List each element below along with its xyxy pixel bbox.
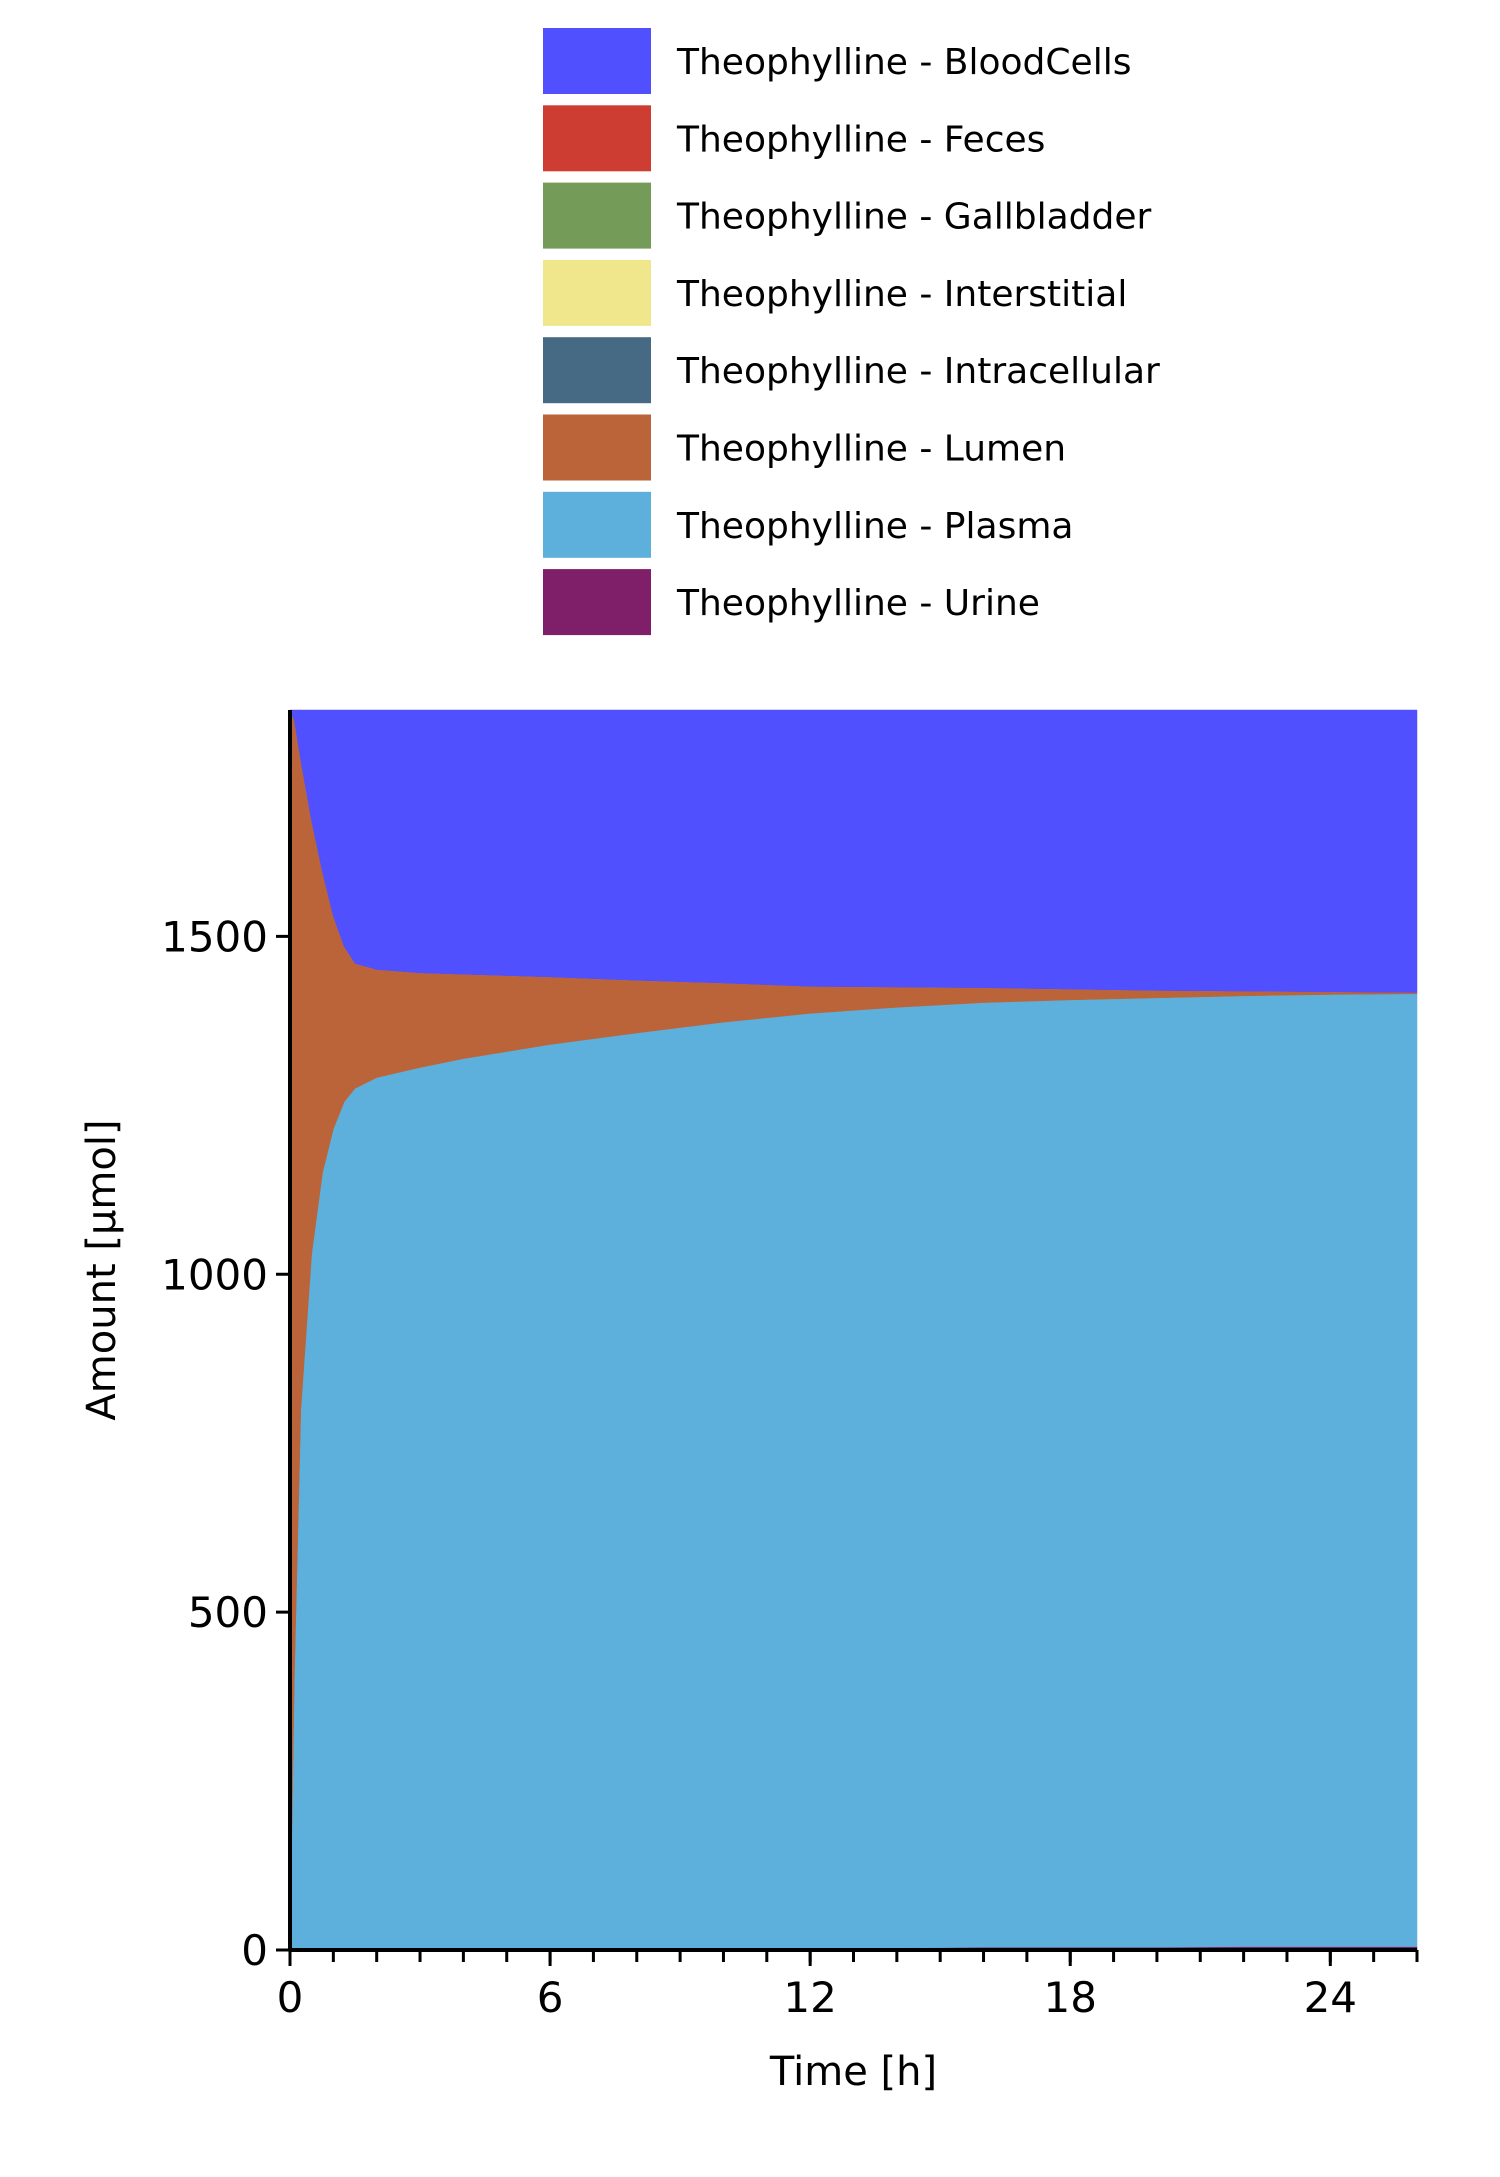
legend-label: Theophylline - Gallbladder — [676, 197, 1152, 238]
legend-swatch — [543, 28, 651, 94]
legend-swatch — [543, 569, 651, 636]
legend: Theophylline - BloodCells Theophylline - … — [543, 28, 1160, 636]
legend-swatch — [543, 491, 651, 558]
legend-swatch — [543, 182, 651, 249]
y-tick-label: 500 — [188, 1588, 268, 1637]
plot-areas — [289, 709, 1418, 1951]
y-tick-label: 0 — [241, 1926, 268, 1975]
y-axis-title: Amount [µmol] — [79, 1119, 125, 1420]
legend-swatch — [543, 414, 651, 481]
x-tick-label: 12 — [783, 1973, 836, 2022]
y-tick-label: 1500 — [161, 912, 268, 961]
legend-label: Theophylline - Feces — [676, 119, 1045, 160]
x-tick-label: 24 — [1304, 1973, 1357, 2022]
x-tick-label: 0 — [277, 1973, 304, 2022]
legend-label: Theophylline - BloodCells — [676, 42, 1131, 83]
x-axis-title: Time [h] — [769, 2049, 937, 2095]
legend-label: Theophylline - Interstitial — [676, 274, 1127, 315]
x-tick-label: 18 — [1044, 1973, 1097, 2022]
y-axis-ticks: 0 500 1000 1500 — [161, 912, 290, 1975]
x-tick-label: 6 — [537, 1973, 564, 2022]
y-tick-label: 1000 — [161, 1250, 268, 1299]
series-area — [289, 993, 1418, 1951]
legend-swatch — [543, 105, 651, 172]
legend-label: Theophylline - Lumen — [676, 429, 1066, 470]
legend-label: Theophylline - Intracellular — [676, 351, 1160, 392]
x-axis-ticks: 0 6 12 18 24 — [277, 1950, 1419, 2022]
legend-swatch — [543, 259, 651, 326]
legend-swatch — [543, 337, 651, 404]
series-area — [289, 709, 1418, 993]
legend-label: Theophylline - Urine — [676, 583, 1040, 624]
legend-label: Theophylline - Plasma — [676, 506, 1073, 547]
